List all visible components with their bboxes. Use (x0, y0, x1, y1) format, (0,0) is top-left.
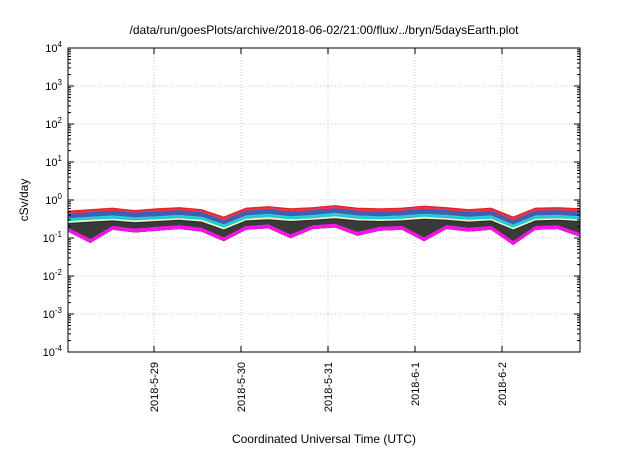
y-tick-label: 10-4 (43, 344, 63, 359)
series-line-7 (67, 223, 581, 243)
chart-title: /data/run/goesPlots/archive/2018-06-02/2… (130, 23, 520, 37)
series-line-1 (67, 205, 581, 219)
grid-layer (68, 48, 580, 352)
y-tick-label: 102 (45, 116, 62, 131)
y-tick-exponent: 2 (58, 116, 63, 125)
y-tick-exponent: -3 (55, 306, 63, 315)
x-tick-label: 2018-6-2 (497, 362, 509, 406)
y-tick-base: 10 (45, 81, 57, 93)
y-tick-base: 10 (45, 157, 57, 169)
x-axis-label: Coordinated Universal Time (UTC) (232, 432, 416, 446)
y-tick-base: 10 (45, 119, 57, 131)
series-layer (67, 205, 581, 245)
series-line-6 (67, 219, 581, 232)
y-tick-exponent: 1 (58, 154, 63, 163)
y-tick-label: 101 (45, 154, 62, 169)
y-axis-label: cSv/day (17, 179, 31, 222)
series-area-7 (68, 224, 580, 245)
y-tick-label: 10-2 (43, 268, 63, 283)
y-tick-base: 10 (43, 347, 55, 359)
y-tick-label: 100 (45, 192, 62, 207)
x-tick-label: 2018-5-29 (149, 362, 161, 412)
series-line-5 (67, 218, 581, 231)
series-line-2 (67, 208, 581, 222)
y-tick-exponent: -4 (55, 344, 63, 353)
y-tick-base: 10 (45, 195, 57, 207)
y-tick-label: 104 (45, 40, 62, 55)
y-tick-label: 10-3 (43, 306, 63, 321)
y-tick-base: 10 (45, 43, 57, 55)
y-tick-label: 10-1 (43, 230, 63, 245)
y-tick-exponent: 3 (58, 78, 63, 87)
x-tick-label: 2018-6-1 (410, 362, 422, 406)
y-tick-label: 103 (45, 78, 62, 93)
plot-frame (67, 47, 581, 353)
y-tick-base: 10 (43, 271, 55, 283)
y-tick-base: 10 (43, 309, 55, 321)
x-tick-label: 2018-5-30 (236, 362, 248, 412)
x-tick-label: 2018-5-31 (323, 362, 335, 412)
y-tick-exponent: -1 (55, 230, 63, 239)
y-tick-exponent: 4 (58, 40, 63, 49)
x-axis: 2018-5-29 2018-5-30 2018-5-31 2018-6-1 2018-… (149, 48, 509, 412)
series-line-3 (67, 212, 581, 226)
y-tick-base: 10 (43, 233, 55, 245)
series-line-4 (67, 216, 581, 229)
y-tick-exponent: -2 (55, 268, 63, 277)
y-tick-exponent: 0 (58, 192, 63, 201)
